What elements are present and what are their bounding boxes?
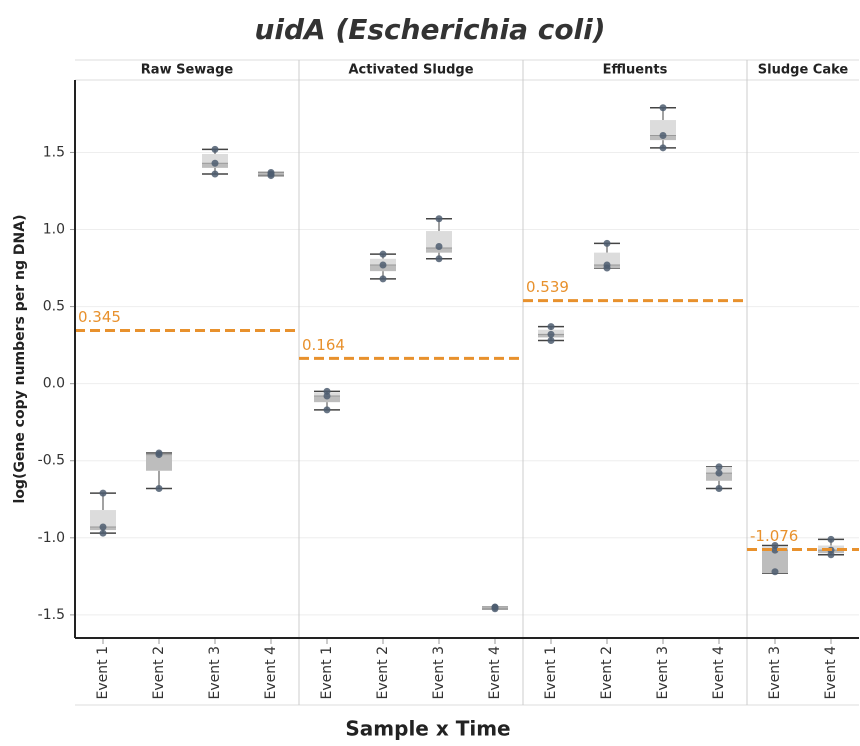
x-tick-label: Event 3 [655, 646, 671, 699]
y-tick-label: 0.0 [43, 376, 65, 392]
x-tick-label: Event 4 [263, 646, 279, 700]
data-point [827, 551, 835, 559]
box-upper [426, 231, 452, 249]
data-point [323, 406, 331, 414]
data-point [715, 469, 723, 477]
data-point [715, 484, 723, 492]
data-point [435, 255, 443, 263]
data-point [99, 489, 107, 497]
data-point [771, 546, 779, 554]
data-point [715, 463, 723, 471]
x-axis-label: Sample x Time [345, 717, 510, 741]
data-point [771, 568, 779, 576]
data-point [267, 172, 275, 180]
panel-header: Raw Sewage [141, 63, 234, 78]
box-upper [202, 153, 228, 164]
x-tick-label: Event 2 [151, 646, 167, 699]
y-tick-label: -1.0 [38, 530, 65, 546]
box-upper [650, 120, 676, 136]
data-point [99, 529, 107, 537]
reference-label: 0.345 [78, 308, 121, 326]
reference-label: 0.539 [526, 278, 569, 296]
chart-title: uidA (Escherichia coli) [254, 13, 605, 46]
data-point [211, 170, 219, 178]
y-tick-label: 0.5 [43, 299, 65, 315]
box-lower [146, 454, 172, 471]
data-point [547, 330, 555, 338]
data-point [547, 337, 555, 345]
data-point [211, 145, 219, 153]
panel-header: Activated Sludge [348, 63, 473, 78]
x-tick-label: Event 3 [207, 646, 223, 699]
data-point [155, 484, 163, 492]
data-point [659, 104, 667, 112]
data-point [379, 250, 387, 258]
panel-header: Sludge Cake [758, 63, 849, 78]
box-upper [90, 510, 116, 528]
y-tick-label: -1.5 [38, 607, 65, 623]
reference-label: -1.076 [750, 527, 798, 545]
x-tick-label: Event 4 [823, 646, 839, 700]
data-point [491, 605, 499, 613]
x-tick-label: Event 2 [599, 646, 615, 699]
y-axis-label: log(Gene copy numbers per ng DNA) [12, 215, 28, 504]
box-upper [594, 252, 620, 265]
x-tick-label: Event 4 [711, 646, 727, 700]
x-tick-label: Event 3 [767, 646, 783, 699]
y-tick-label: 1.5 [43, 144, 65, 160]
data-point [659, 144, 667, 152]
data-point [379, 275, 387, 283]
panel-header: Effluents [603, 63, 668, 78]
data-point [603, 239, 611, 247]
data-point [659, 131, 667, 139]
x-tick-label: Event 1 [319, 646, 335, 699]
x-tick-label: Event 3 [431, 646, 447, 699]
data-point [603, 264, 611, 272]
y-tick-label: -0.5 [38, 453, 65, 469]
data-point [379, 261, 387, 269]
x-tick-label: Event 2 [375, 646, 391, 699]
data-point [323, 392, 331, 400]
data-point [827, 535, 835, 543]
data-point [155, 451, 163, 459]
x-tick-label: Event 1 [95, 646, 111, 699]
data-point [547, 323, 555, 331]
data-point [435, 215, 443, 223]
data-point [99, 523, 107, 531]
data-point [211, 159, 219, 167]
x-tick-label: Event 4 [487, 646, 503, 700]
box-lower [706, 473, 732, 481]
box-lower [426, 248, 452, 253]
x-tick-label: Event 1 [543, 646, 559, 699]
reference-label: 0.164 [302, 336, 345, 354]
data-point [435, 242, 443, 250]
box-lower [762, 550, 788, 574]
y-tick-label: 1.0 [43, 222, 65, 238]
